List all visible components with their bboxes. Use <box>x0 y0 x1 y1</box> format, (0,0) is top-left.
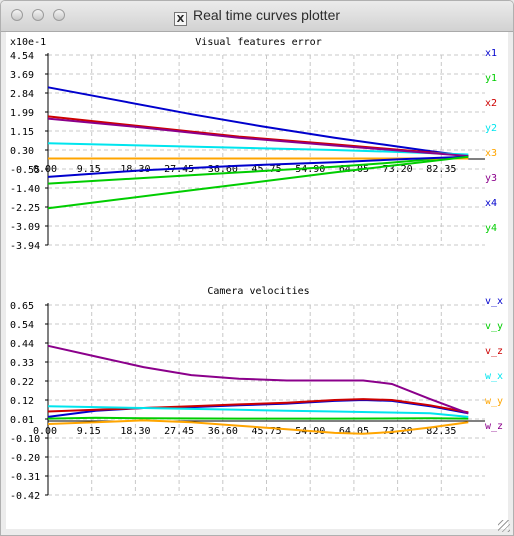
legend-entry-v_z: v_z <box>485 346 503 357</box>
close-button[interactable] <box>11 9 23 21</box>
resize-grip[interactable] <box>498 520 510 532</box>
y-tick-label: 2.84 <box>10 89 34 100</box>
y-tick-label: 0.22 <box>10 377 34 388</box>
window-title-wrap: X Real time curves plotter <box>1 7 513 26</box>
scale-label: x10e-1 <box>10 37 46 48</box>
plot-canvas: Visual features error x10e-1 4.54 3.69 2.84 1… <box>6 32 508 529</box>
y-tick-label: 1.99 <box>10 108 34 119</box>
x-tick-label: 73.20 <box>383 164 413 175</box>
series-line-v_y <box>47 416 469 420</box>
legend-entry-x2: x2 <box>485 98 497 109</box>
legend-entry-v_y: v_y <box>485 321 503 332</box>
y-tick-label: -0.20 <box>10 453 40 464</box>
zoom-button[interactable] <box>53 9 65 21</box>
y-tick-label: 0.01 <box>10 415 34 426</box>
legend-entry-v_x: v_x <box>485 296 503 307</box>
x-tick-label: 64.05 <box>339 426 369 437</box>
series-line-y2 <box>47 142 469 156</box>
x-tick-label: 9.15 <box>77 164 101 175</box>
x-tick-label: 0.00 <box>33 426 57 437</box>
series-line-w_z <box>47 344 469 415</box>
legend-entry-w_x: w_x <box>485 371 503 382</box>
y-tick-label: 3.69 <box>10 70 34 81</box>
series-line-w_x <box>47 405 469 418</box>
y-tick-label: 0.44 <box>10 339 34 350</box>
x-tick-label: 45.75 <box>252 426 282 437</box>
series-line-y4 <box>47 155 469 210</box>
x-tick-label: 82.35 <box>426 426 456 437</box>
x-tick-label: 18.30 <box>120 426 150 437</box>
y-tick-label: -0.55 <box>10 165 40 176</box>
legend-entry-x4: x4 <box>485 198 497 209</box>
y-tick-label: -0.42 <box>10 491 40 502</box>
legend-entry-x3: x3 <box>485 148 497 159</box>
series-line-y3 <box>47 117 469 157</box>
x-tick-label: 0.00 <box>33 164 57 175</box>
x-tick-label: 54.90 <box>295 164 325 175</box>
x11-icon: X <box>173 12 187 26</box>
legend-entry-y4: y4 <box>485 223 497 234</box>
y-tick-label: 0.54 <box>10 320 34 331</box>
plot-title: Camera velocities <box>207 286 309 297</box>
x-tick-label: 36.60 <box>208 164 238 175</box>
x-tick-label: 27.45 <box>164 426 194 437</box>
y-tick-label: 4.54 <box>10 51 34 62</box>
x-tick-label: 82.35 <box>426 164 456 175</box>
y-tick-label: 0.65 <box>10 301 34 312</box>
title-bar[interactable]: X Real time curves plotter <box>1 1 513 32</box>
plots-svg: Visual features error x10e-1 4.54 3.69 2.84 1… <box>10 37 503 502</box>
legend-entry-w_y: w_y <box>485 396 503 407</box>
legend-entry-y2: y2 <box>485 123 497 134</box>
plot-title: Visual features error <box>195 37 321 48</box>
y-tick-label: 0.30 <box>10 146 34 157</box>
y-tick-label: 0.33 <box>10 358 34 369</box>
minimize-button[interactable] <box>32 9 44 21</box>
series-line-w_y <box>47 419 469 435</box>
y-tick-label: -0.10 <box>10 434 40 445</box>
x-tick-label: 45.75 <box>252 164 282 175</box>
y-tick-label: 0.12 <box>10 396 34 407</box>
y-tick-label: -1.40 <box>10 184 40 195</box>
series-line-x4 <box>47 155 469 178</box>
y-tick-label: 1.15 <box>10 127 34 138</box>
y-tick-label: -0.31 <box>10 472 40 483</box>
legend-entry-x1: x1 <box>485 48 497 59</box>
series-line-x1 <box>47 86 469 157</box>
x-tick-label: 18.30 <box>120 164 150 175</box>
y-tick-label: -2.25 <box>10 203 40 214</box>
legend-entry-y1: y1 <box>485 73 497 84</box>
x-tick-label: 9.15 <box>77 426 101 437</box>
y-tick-label: -3.94 <box>10 241 40 252</box>
window-title: Real time curves plotter <box>192 7 341 23</box>
x-tick-label: 36.60 <box>208 426 238 437</box>
legend-entry-y3: y3 <box>485 173 497 184</box>
legend-entry-w_z: w_z <box>485 421 503 432</box>
y-tick-label: -3.09 <box>10 222 40 233</box>
